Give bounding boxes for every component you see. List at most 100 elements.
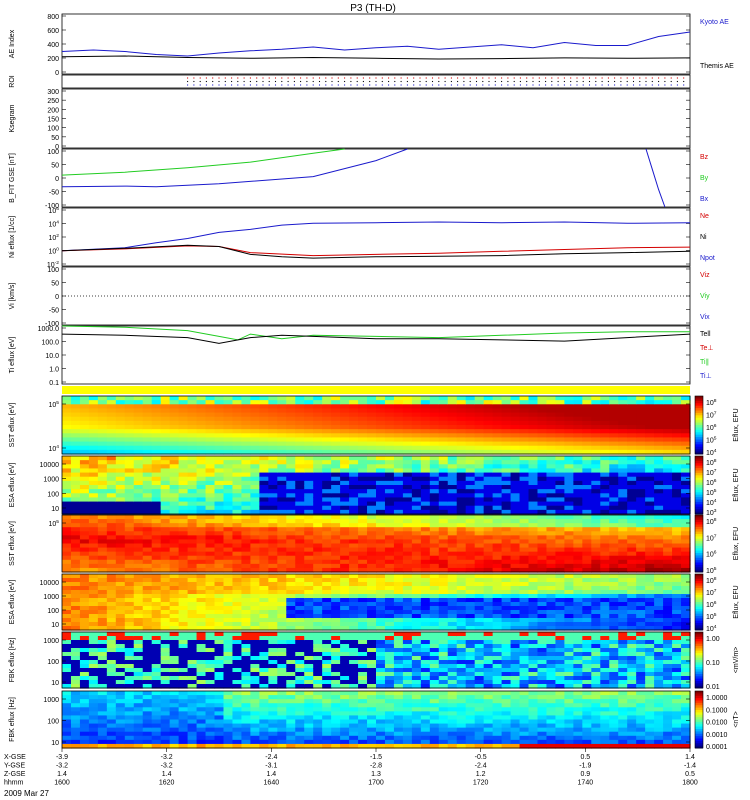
heatmap-cell — [259, 594, 269, 599]
heatmap-cell — [654, 485, 664, 490]
heatmap-cell — [259, 574, 269, 579]
heatmap-cell — [277, 505, 287, 511]
heatmap-cell — [510, 598, 521, 603]
heatmap-cell — [160, 509, 171, 515]
heatmap-cell — [70, 652, 81, 657]
heatmap-cell — [519, 445, 530, 451]
heatmap-cell — [546, 472, 557, 478]
heatmap-cell — [313, 519, 323, 524]
heatmap-cell — [636, 429, 646, 434]
heatmap-cell — [618, 412, 628, 418]
heatmap-cell — [591, 515, 601, 520]
heatmap-cell — [277, 559, 287, 565]
heatmap-cell — [214, 578, 225, 583]
heatmap-cell — [555, 456, 565, 461]
heatmap-cell — [187, 648, 198, 653]
heatmap-cell — [232, 420, 243, 426]
heatmap-cell — [79, 476, 90, 482]
heatmap-cell — [654, 582, 664, 587]
heatmap-cell — [214, 618, 225, 623]
heatmap-cell — [241, 535, 251, 541]
heatmap-cell — [591, 539, 601, 545]
heatmap-cell — [483, 489, 494, 494]
heatmap-cell — [133, 598, 144, 603]
heatmap-cell — [519, 535, 530, 541]
heatmap-cell — [367, 445, 377, 451]
heatmap-cell — [88, 509, 99, 515]
heatmap-cell — [501, 429, 512, 434]
heatmap-cell — [376, 404, 386, 410]
heatmap-cell — [142, 420, 153, 426]
heatmap-cell — [384, 519, 395, 524]
heatmap-cell — [250, 509, 260, 515]
heatmap-cell — [268, 493, 278, 499]
heatmap-cell — [483, 559, 494, 565]
panel-frame — [61, 455, 691, 515]
heatmap-cell — [79, 468, 90, 474]
heatmap-cell — [331, 590, 341, 595]
heatmap-cell — [142, 684, 153, 689]
heatmap-cell — [519, 425, 530, 430]
heatmap-cell — [456, 567, 467, 573]
heatmap-cell — [681, 563, 691, 569]
heatmap-cell — [268, 408, 278, 414]
heatmap-cell — [627, 535, 637, 541]
heatmap-cell — [609, 618, 619, 623]
heatmap-cell — [420, 515, 431, 520]
heatmap-cell — [358, 408, 368, 414]
heatmap-cell — [358, 539, 368, 545]
heatmap-cell — [510, 563, 521, 569]
heatmap-cell — [573, 547, 583, 553]
heatmap-cell — [474, 476, 485, 482]
heatmap-cell — [483, 590, 494, 595]
heatmap-cell — [169, 493, 180, 499]
heatmap-cell — [232, 400, 243, 405]
roi-dot — [356, 80, 358, 83]
heatmap-cell — [304, 489, 314, 494]
heatmap-cell — [259, 632, 269, 637]
colorbar-swatch — [695, 408, 703, 411]
heatmap-cell — [277, 668, 287, 673]
heatmap-cell — [483, 531, 494, 536]
heatmap-cell — [214, 429, 225, 434]
heatmap-cell — [367, 480, 377, 486]
heatmap-cell — [340, 640, 350, 645]
heatmap-cell — [546, 626, 557, 631]
heatmap-cell — [447, 539, 458, 545]
heatmap-cell — [546, 551, 557, 557]
heatmap-cell — [241, 531, 251, 536]
heatmap-cell — [79, 420, 90, 426]
colorbar-swatch — [695, 595, 703, 598]
colorbar-swatch — [695, 592, 703, 596]
heatmap-cell — [277, 656, 287, 661]
heatmap-cell — [411, 539, 422, 545]
heatmap-cell — [151, 618, 162, 623]
heatmap-cell — [340, 664, 350, 669]
series-line — [61, 148, 408, 188]
heatmap-cell — [474, 480, 485, 486]
heatmap-cell — [402, 626, 413, 631]
heatmap-cell — [528, 476, 539, 482]
colorbar-swatch — [695, 611, 703, 615]
colorbar-swatch — [695, 588, 703, 591]
heatmap-cell — [70, 433, 81, 439]
heatmap-cell — [277, 445, 287, 451]
heatmap-cell — [636, 523, 646, 528]
roi-dot — [658, 80, 660, 83]
heatmap-cell — [618, 400, 628, 405]
y-tick-label: 200 — [47, 107, 59, 114]
heatmap-cell — [277, 420, 287, 426]
heatmap-cell — [591, 501, 601, 507]
heatmap-cell — [178, 476, 189, 482]
heatmap-cell — [564, 586, 574, 591]
panel-frame — [61, 514, 691, 573]
heatmap-cell — [169, 606, 180, 611]
heatmap-cell — [618, 618, 628, 623]
colorbar-frame — [694, 514, 704, 573]
heatmap-cell — [304, 519, 314, 524]
heatmap-cell — [645, 535, 655, 541]
heatmap-cell — [609, 578, 619, 583]
heatmap-cell — [62, 578, 72, 583]
heatmap-cell — [555, 559, 565, 565]
heatmap-cell — [241, 590, 251, 595]
